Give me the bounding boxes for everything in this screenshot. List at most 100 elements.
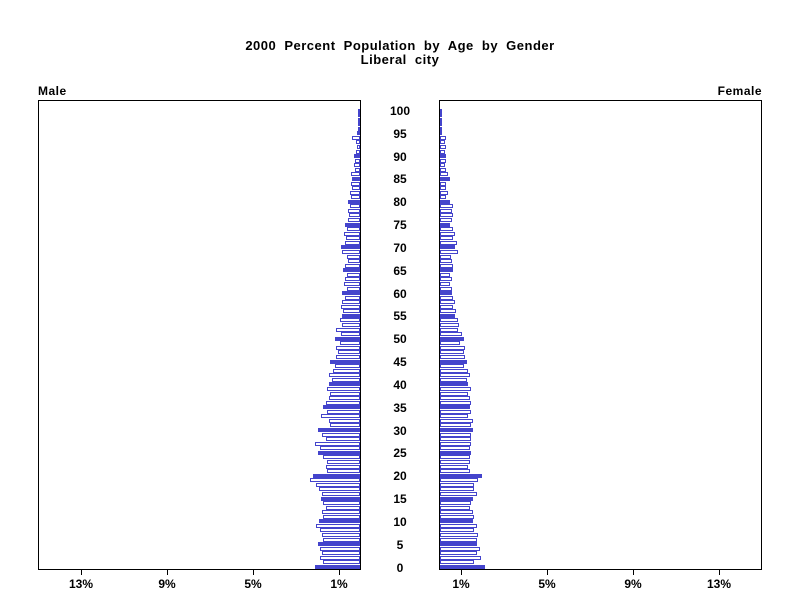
female-bar-age-21 [440,469,470,474]
age-tick-label-95: 95 [393,126,407,141]
male-bar-age-9 [316,523,360,528]
age-tick-label-10: 10 [393,514,407,529]
female-tick-1pct [461,570,462,575]
female-bar-age-88 [440,163,445,168]
age-tick-label-55: 55 [393,309,407,324]
male-bar-age-93 [356,140,360,145]
male-bar-age-10 [319,519,360,524]
male-bar-age-76 [348,218,360,223]
female-bar-age-5 [440,542,477,547]
male-bar-age-51 [341,332,360,337]
age-tick-label-5: 5 [396,537,404,552]
age-tick-label-25: 25 [393,446,407,461]
male-bar-age-82 [350,190,360,195]
female-bar-age-77 [440,213,453,218]
male-bar-age-46 [336,355,360,359]
female-bar-age-41 [440,377,467,382]
male-bar-age-67 [348,259,360,264]
female-tick-9pct [633,570,634,575]
female-bar-age-52 [440,327,458,332]
male-bar-age-87 [355,167,360,172]
male-bar-age-38 [330,391,360,396]
male-bar-age-63 [345,277,360,282]
female-bar-age-74 [440,227,453,232]
male-bar-age-14 [323,501,360,506]
male-bar-age-97 [358,122,360,127]
female-bar-age-90 [440,154,446,159]
male-bar-age-61 [347,286,360,291]
female-bar-age-34 [440,409,471,414]
male-bar-age-1 [323,560,360,565]
male-bar-age-90 [354,154,360,159]
female-bar-age-75 [440,222,450,227]
male-bar-age-18 [316,482,360,487]
chart-title: 2000 Percent Population by Age by Gender [245,38,555,53]
male-bar-age-65 [343,268,360,273]
age-tick-label-20: 20 [393,469,407,484]
male-bar-age-43 [333,368,360,373]
female-bar-age-26 [440,446,470,451]
female-bar-age-19 [440,478,478,483]
age-tick-label-85: 85 [393,172,407,187]
female-bar-age-57 [440,304,453,309]
male-bar-age-39 [327,386,360,391]
female-bar-age-73 [440,231,455,236]
female-bar-age-18 [440,482,474,487]
male-bar-age-60 [342,291,360,296]
female-bar-age-44 [440,364,464,369]
male-tick-label-1pct: 1% [330,577,348,591]
male-bar-age-29 [322,432,360,437]
female-bar-age-16 [440,491,477,496]
female-bar-age-17 [440,487,474,492]
female-bar-age-46 [440,355,465,359]
female-bar-age-27 [440,441,471,446]
male-bar-age-100 [358,108,360,113]
male-bar-age-91 [356,149,360,154]
female-bar-age-98 [440,117,442,122]
male-bar-age-62 [344,281,360,286]
female-bar-age-2 [440,555,481,560]
female-bar-age-33 [440,414,468,419]
female-bar-age-32 [440,418,473,423]
male-bar-age-84 [351,181,360,186]
female-bar-age-11 [440,514,474,519]
female-bar-age-1 [440,560,474,565]
female-bar-age-100 [440,108,442,113]
female-bar-age-13 [440,505,470,510]
female-tick-13pct [719,570,720,575]
female-bar-age-72 [440,236,453,241]
age-tick-label-15: 15 [393,492,407,507]
female-bar-age-82 [440,190,448,195]
female-bar-age-49 [440,341,460,346]
male-bar-age-22 [326,464,360,469]
male-bar-age-24 [323,455,360,460]
male-bar-age-2 [320,555,360,560]
male-tick-label-13pct: 13% [68,577,94,591]
female-bar-age-56 [440,309,456,314]
female-bar-age-80 [440,199,450,204]
female-bar-age-43 [440,368,468,373]
female-bar-age-45 [440,359,467,364]
female-tick-label-13pct: 13% [706,577,732,591]
female-bar-age-28 [440,437,471,442]
female-bar-age-31 [440,423,471,428]
age-tick-label-35: 35 [393,400,407,415]
age-tick-label-40: 40 [393,377,407,392]
female-bar-age-10 [440,519,473,524]
male-tick-label-9pct: 9% [158,577,176,591]
male-bar-age-42 [329,373,360,378]
male-bar-age-73 [344,231,360,236]
male-bar-age-92 [357,145,360,150]
male-bar-age-37 [329,396,360,401]
female-bar-age-99 [440,113,442,118]
male-bar-age-21 [327,469,360,474]
male-tick-label-5pct: 5% [244,577,262,591]
female-bar-age-84 [440,181,446,186]
female-bar-age-38 [440,391,468,396]
female-bar-age-63 [440,277,452,282]
male-bar-age-69 [342,250,360,254]
male-bar-age-5 [318,542,360,547]
female-bar-age-68 [440,254,451,259]
male-bar-age-88 [354,163,360,168]
male-bar-age-57 [341,304,360,309]
